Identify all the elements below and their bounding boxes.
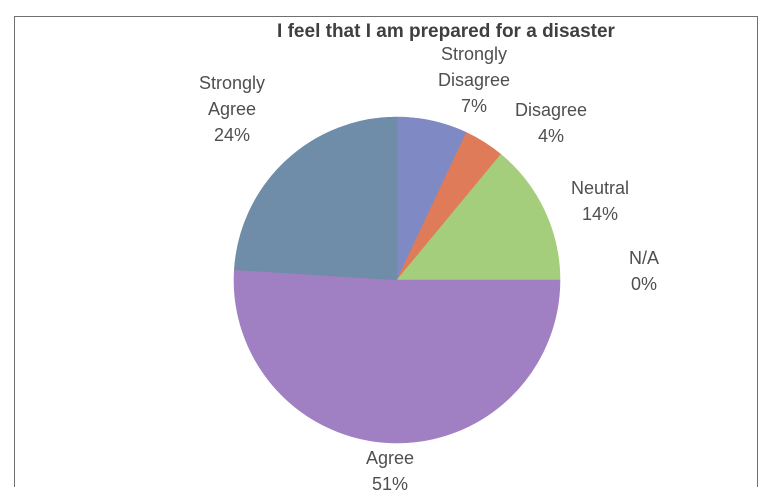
percent-label-neutral: 14% <box>582 204 618 224</box>
category-label-strongly-agree: Agree <box>208 99 256 119</box>
pie-slice-strongly-agree <box>234 116 398 281</box>
data-label-strongly-disagree: Strongly Disagree 7% <box>438 44 510 116</box>
category-label-n-a: N/A <box>629 248 659 268</box>
chart-title: I feel that I am prepared for a disaster <box>277 21 615 42</box>
category-label-strongly-disagree: Disagree <box>438 70 510 90</box>
category-label-disagree: Disagree <box>515 100 587 120</box>
percent-label-strongly-disagree: 7% <box>461 96 487 116</box>
data-label-agree: Agree 51% <box>366 448 414 494</box>
percent-label-disagree: 4% <box>538 126 564 146</box>
category-label-strongly-agree: Strongly <box>199 73 265 93</box>
pie-slice-neutral <box>396 153 561 281</box>
data-label-strongly-agree: Strongly Agree 24% <box>199 73 265 145</box>
data-label-disagree: Disagree 4% <box>515 100 587 146</box>
category-label-strongly-disagree: Strongly <box>441 44 507 64</box>
pie-slices <box>233 116 561 444</box>
percent-label-n-a: 0% <box>631 274 657 294</box>
percent-label-agree: 51% <box>372 474 408 494</box>
data-label-n-a: N/A 0% <box>629 248 659 294</box>
pie-labels: Strongly Disagree 7% Disagree 4% Neutral 14% N/… <box>199 44 659 494</box>
category-label-neutral: Neutral <box>571 178 629 198</box>
percent-label-strongly-agree: 24% <box>214 125 250 145</box>
pie-slice-agree <box>233 269 561 444</box>
category-label-agree: Agree <box>366 448 414 468</box>
data-label-neutral: Neutral 14% <box>571 178 629 224</box>
